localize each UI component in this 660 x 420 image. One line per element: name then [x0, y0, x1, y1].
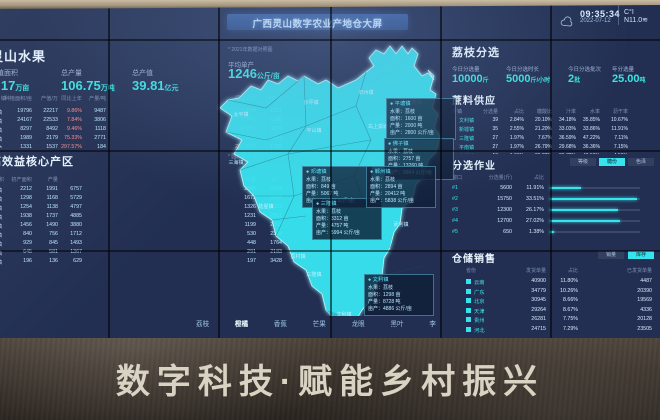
svg-text:陆屋镇: 陆屋镇	[258, 203, 273, 210]
svg-text:三海镇: 三海镇	[228, 159, 243, 166]
svg-text:沙坪镇: 沙坪镇	[303, 99, 318, 106]
svg-text:武利镇: 武利镇	[393, 221, 408, 228]
svg-text:岛上孤城: 岛上孤城	[368, 123, 388, 130]
svg-text:旧州镇: 旧州镇	[358, 89, 373, 96]
svg-text:荔村镇: 荔村镇	[290, 253, 305, 260]
svg-text:文利镇: 文利镇	[336, 311, 351, 316]
svg-text:三隆镇: 三隆镇	[306, 271, 321, 278]
svg-text:平山镇: 平山镇	[306, 127, 321, 134]
svg-text:太平镇: 太平镇	[233, 111, 248, 118]
